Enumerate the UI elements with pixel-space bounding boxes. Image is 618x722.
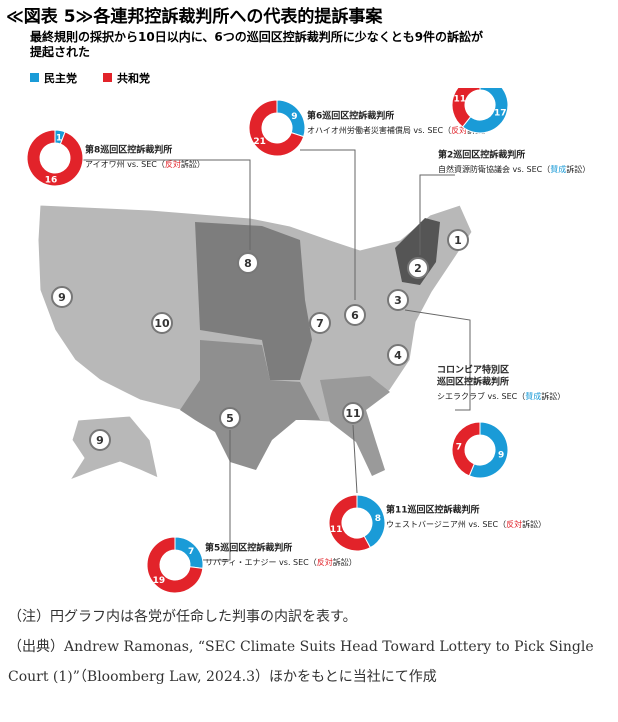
subtitle-line: 提起された <box>30 45 91 59</box>
donut-value: 17 <box>494 109 507 119</box>
circuit-label: 2 <box>414 262 422 275</box>
donut-value: 19 <box>153 576 166 586</box>
case-part: オハイオ州労働者災害補償局 vs. SEC（ <box>307 125 451 135</box>
legend-item: 民主党 <box>30 70 77 86</box>
donut-segment <box>451 421 481 477</box>
circuit-marker <box>237 252 259 274</box>
region-8th <box>195 222 312 380</box>
donut-value: 11 <box>330 525 343 535</box>
circuit-marker <box>447 229 469 251</box>
circuit-label: 7 <box>316 317 324 330</box>
circuit-label: 4 <box>394 349 402 362</box>
circuit-label: 9 <box>58 291 66 304</box>
circuit-label: 11 <box>345 407 360 420</box>
note: （注）円グラフ内は各党が任命した判事の内訳を表す。 <box>8 609 357 625</box>
court-name: 第6巡回区控訴裁判所 <box>307 110 394 122</box>
case-name: リバティ・エナジー vs. SEC（反対訴訟） <box>205 557 357 567</box>
donut-segment <box>146 536 204 594</box>
case-part: 反対 <box>317 557 333 567</box>
donut-value: 9 <box>291 112 297 122</box>
notes: （注）円グラフ内は各党が任命した判事の内訳を表す。 （出典）Andrew Ramo… <box>8 602 608 692</box>
case-name: アイオワ州 vs. SEC（反対訴訟） <box>85 159 205 169</box>
court-name: 第11巡回区控訴裁判所 <box>386 504 480 516</box>
donut-value: 9 <box>498 451 504 461</box>
donut-value: 21 <box>253 137 266 147</box>
circuit-label: 9 <box>96 434 104 447</box>
legend-label: 民主党 <box>44 72 77 85</box>
case-part: 自然資源防衛協議会 vs. SEC（ <box>438 164 550 174</box>
legend-swatch <box>30 73 39 82</box>
circuit-label: 8 <box>244 257 252 270</box>
circuit-marker <box>51 286 73 308</box>
donut-segment <box>461 88 509 134</box>
legend: 民主党 共和党 <box>30 70 150 86</box>
circuit-label: 10 <box>154 317 170 330</box>
court-name: 巡回区控訴裁判所 <box>437 376 509 388</box>
donut-value: 7 <box>456 442 462 452</box>
region-11th <box>320 376 390 476</box>
circuit-label: 1 <box>454 234 462 247</box>
donut-value: 16 <box>45 176 58 186</box>
leaders <box>80 149 471 561</box>
circuit-marker <box>151 312 173 334</box>
case-name: シエラクラブ vs. SEC（賛成訴訟） <box>437 391 565 401</box>
case-part: 賛成 <box>550 164 566 174</box>
region-5th <box>180 340 320 470</box>
circuit-marker <box>89 429 111 451</box>
circuit-marker <box>344 304 366 326</box>
donut-value: 7 <box>188 547 194 557</box>
title: ≪図表 5≫各連邦控訴裁判所への代表的提訴事案 <box>6 7 383 27</box>
circuit-marker <box>309 312 331 334</box>
case-part: 反対 <box>165 159 181 169</box>
case-part: 訴訟） <box>522 519 546 529</box>
case-part: 訴訟） <box>541 391 565 401</box>
donut-segment <box>468 421 509 479</box>
court-name: 第8巡回区控訴裁判所 <box>85 144 172 156</box>
case-part: リバティ・エナジー vs. SEC（ <box>205 558 317 567</box>
case-part: 訴訟） <box>566 164 590 174</box>
case-part: シエラクラブ vs. SEC（ <box>437 391 525 401</box>
donut-segment <box>451 88 481 128</box>
circuit-marker <box>387 344 409 366</box>
court-name: 第2巡回区控訴裁判所 <box>438 149 525 161</box>
circuit-marker <box>342 402 364 424</box>
donut-segment <box>26 129 84 187</box>
case-name: 自然資源防衛協議会 vs. SEC（賛成訴訟） <box>438 164 590 174</box>
case-part: 反対 <box>451 125 467 135</box>
donut-segment <box>248 99 305 157</box>
legend-label: 共和党 <box>117 72 150 85</box>
court-name: コロンビア特別区 <box>437 364 509 376</box>
case-part: 訴訟） <box>333 557 357 567</box>
donut-value: 1 <box>56 133 62 143</box>
alaska <box>68 415 159 482</box>
circuit-marker <box>219 407 241 429</box>
circuit-marker <box>407 257 429 279</box>
donut-value: 11 <box>453 94 466 104</box>
case-part: 訴訟） <box>181 159 205 169</box>
circuit-marker <box>387 289 409 311</box>
subtitle-line: 最終規則の採択から10日以内に、6つの巡回区控訴裁判所に少なくとも9件の訴訟が <box>30 30 484 44</box>
subtitle: 最終規則の採択から10日以内に、6つの巡回区控訴裁判所に少なくとも9件の訴訟が提… <box>30 30 483 60</box>
case-name: ウェストバージニア州 vs. SEC（反対訴訟） <box>386 519 546 529</box>
circuit-label: 3 <box>394 294 402 307</box>
note: （出典）Andrew Ramonas, “SEC Climate Suits H… <box>8 639 594 685</box>
circuit-label: 6 <box>351 309 359 322</box>
donut-value: 8 <box>375 514 381 524</box>
donut-segment <box>328 494 372 552</box>
legend-swatch <box>103 73 112 82</box>
case-part: 反対 <box>506 519 522 529</box>
legend-item: 共和党 <box>103 70 150 86</box>
case-part: 賛成 <box>525 391 541 401</box>
circuit-label: 5 <box>226 412 234 425</box>
case-part: ウェストバージニア州 vs. SEC（ <box>386 520 506 529</box>
case-part: アイオワ州 vs. SEC（ <box>85 160 165 169</box>
court-name: 第5巡回区控訴裁判所 <box>205 542 292 554</box>
